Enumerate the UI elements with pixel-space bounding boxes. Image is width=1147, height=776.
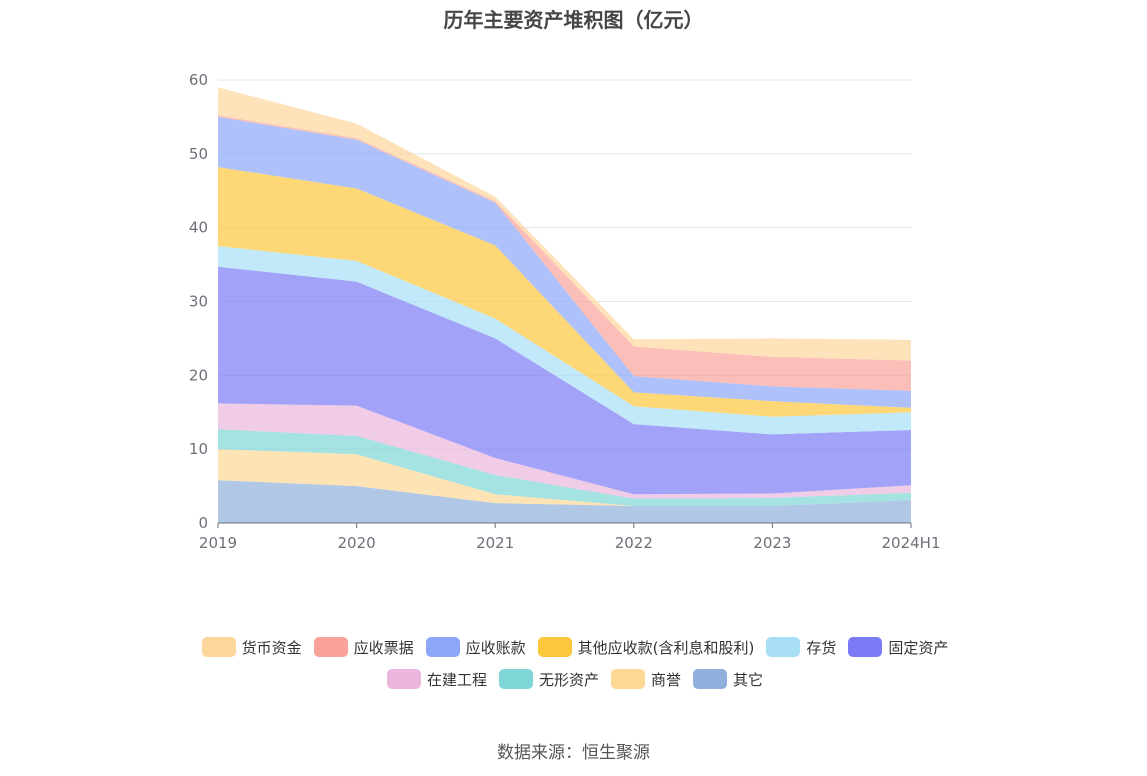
y-tick-label: 20 (189, 366, 208, 384)
legend-swatch (313, 637, 348, 657)
legend-label: 商誉 (651, 670, 682, 689)
area-series-4 (218, 266, 911, 495)
y-tick-label: 60 (189, 71, 208, 89)
area-series-9 (218, 87, 911, 361)
legend-item[interactable]: 无形资产 (498, 668, 599, 690)
legend-item[interactable]: 货币资金 (201, 636, 302, 658)
y-tick-label: 40 (189, 219, 208, 237)
legend-swatch (386, 669, 421, 689)
legend-item[interactable]: 在建工程 (386, 668, 487, 690)
legend-item[interactable]: 存货 (766, 636, 836, 658)
x-tick-label: 2020 (338, 534, 376, 552)
chart-title: 历年主要资产堆积图（亿元） (443, 8, 704, 32)
legend-item[interactable]: 固定资产 (848, 636, 948, 658)
data-source-note: 数据来源：恒生聚源 (497, 743, 650, 763)
legend-swatch (611, 669, 645, 689)
legend-label: 应收账款 (465, 638, 526, 657)
legend-item[interactable]: 其它 (693, 668, 763, 690)
legend-item[interactable]: 应收票据 (313, 636, 414, 658)
area-series-3 (218, 403, 911, 499)
x-tick-label: 2024H1 (882, 534, 941, 552)
y-tick-label: 50 (189, 145, 208, 163)
area-series-6 (218, 167, 911, 417)
area-series-layer (218, 87, 911, 523)
legend-item[interactable]: 其他应收款(含利息和股利) (537, 636, 755, 658)
legend-swatch (498, 669, 533, 689)
area-series-7 (218, 116, 911, 408)
x-tick-label: 2022 (615, 534, 653, 552)
axes: 0 10 20 30 40 50 60 2019 2020 2021 2022 2023 2024H1 (189, 71, 941, 552)
legend-item[interactable]: 应收账款 (425, 636, 526, 658)
legend-label: 无形资产 (538, 670, 599, 689)
y-tick-label: 30 (189, 293, 208, 311)
legend-swatch (201, 637, 236, 657)
legend-swatch (766, 637, 801, 657)
y-tick-label: 0 (198, 514, 208, 532)
legend-swatch (537, 637, 572, 657)
legend-swatch (848, 637, 883, 657)
x-tick-label: 2023 (753, 534, 791, 552)
area-series-1 (218, 449, 911, 506)
area-series-5 (218, 246, 911, 435)
stacked-area-chart: 0 10 20 30 40 50 60 2019 2020 2021 2022 2023 2024H1 (189, 71, 941, 552)
legend-label: 固定资产 (888, 638, 949, 657)
area-series-0 (218, 480, 911, 523)
chart-legend: 货币资金 应收票据 应收账款 其他应收款(含利息和股利) 存货 固定资产在建工程 无形资产 商… (180, 636, 970, 690)
legend-swatch (693, 669, 728, 689)
legend-label: 货币资金 (241, 638, 302, 657)
legend-item[interactable]: 商誉 (611, 668, 681, 690)
x-tick-label: 2019 (199, 534, 237, 552)
legend-label: 存货 (806, 638, 837, 657)
legend-label: 其它 (733, 670, 764, 689)
legend-label: 其他应收款(含利息和股利) (577, 638, 755, 657)
area-series-2 (218, 429, 911, 506)
area-series-8 (218, 115, 911, 391)
x-tick-label: 2021 (476, 534, 514, 552)
legend-label: 应收票据 (353, 638, 414, 657)
y-tick-label: 10 (189, 440, 208, 458)
legend-label: 在建工程 (426, 670, 487, 689)
legend-swatch (425, 637, 460, 657)
